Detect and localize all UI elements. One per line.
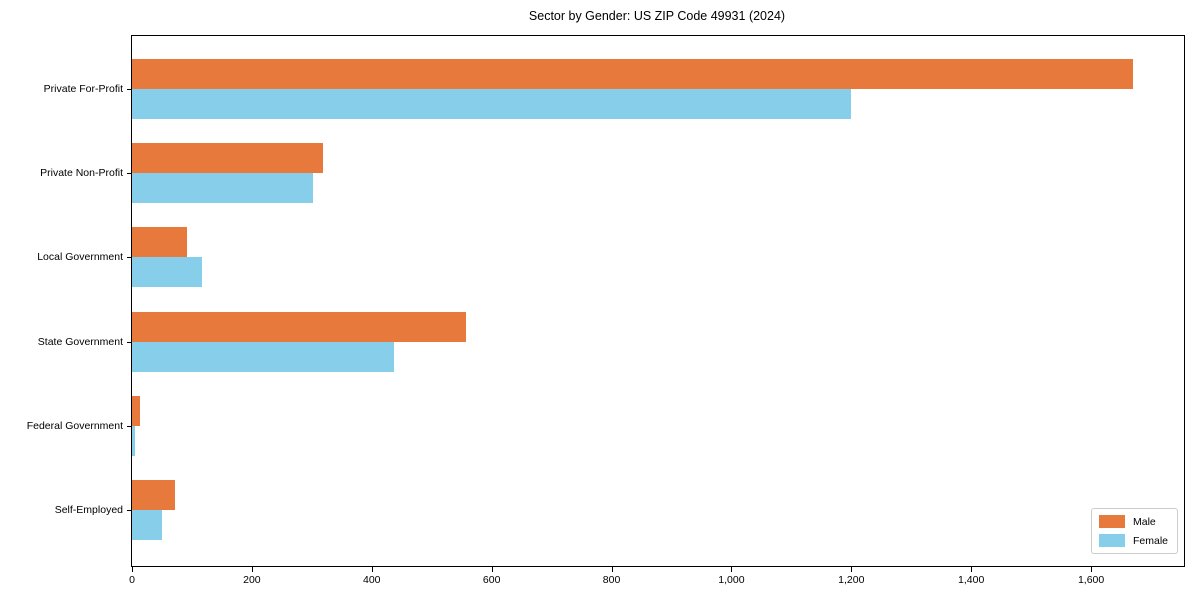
chart-title: Sector by Gender: US ZIP Code 49931 (202…: [528, 9, 786, 23]
y-tick-mark: [127, 425, 131, 427]
plot-area: Male Female 0 200 400 600 800 1,000 1,200 1,400…: [27, 35, 1185, 586]
x-tick-mark: [971, 567, 973, 572]
x-tick-mark: [1091, 567, 1093, 572]
y-category-label-state-government: State Government: [37, 335, 123, 348]
bar-female-private-non-profit: [132, 173, 314, 204]
y-tick-mark: [127, 341, 131, 343]
x-tick-label: 200: [243, 574, 261, 586]
y-category-label-local-government: Local Government: [37, 251, 123, 264]
legend-label-male: Male: [1132, 515, 1156, 528]
x-tick-mark: [611, 567, 613, 572]
bar-female-federal-government: [132, 425, 135, 456]
legend: Male Female: [1090, 508, 1178, 554]
legend-swatch-male-icon: [1098, 515, 1125, 528]
x-tick-label: 1,000: [718, 574, 745, 586]
bar-male-local-government: [132, 227, 188, 258]
x-tick-label: 400: [363, 574, 381, 586]
bar-female-local-government: [132, 257, 203, 288]
y-tick-mark: [127, 89, 131, 90]
y-tick-mark: [127, 510, 131, 511]
x-tick-label: 1,400: [958, 574, 985, 586]
bar-female-private-for-profit: [132, 89, 852, 119]
legend-label-female: Female: [1132, 534, 1168, 547]
x-tick-mark: [251, 567, 253, 572]
bar-female-state-government: [132, 341, 394, 372]
bar-male-state-government: [132, 311, 467, 342]
legend-swatch-female-icon: [1098, 534, 1125, 547]
y-category-label-private-for-profit: Private For-Profit: [43, 83, 123, 95]
legend-item-male: Male: [1098, 515, 1168, 528]
y-category-label-federal-government: Federal Government: [26, 419, 123, 432]
y-tick-mark: [127, 173, 131, 175]
x-tick-mark: [132, 567, 133, 572]
y-category-label-self-employed: Self-Employed: [54, 504, 123, 516]
x-tick-mark: [851, 567, 853, 572]
x-tick-label: 1,600: [1077, 574, 1105, 586]
legend-item-female: Female: [1098, 534, 1168, 547]
x-tick-label: 800: [602, 574, 621, 586]
x-tick-label: 1,200: [838, 574, 865, 586]
y-tick-mark: [127, 257, 131, 259]
x-tick-mark: [731, 567, 733, 572]
x-tick-mark: [491, 567, 493, 572]
bar-female-self-employed: [132, 510, 162, 540]
bar-male-federal-government: [132, 395, 140, 426]
bar-male-private-non-profit: [132, 143, 323, 174]
x-tick-mark: [371, 567, 373, 572]
bar-male-private-for-profit: [132, 59, 1134, 89]
x-tick-label: 600: [482, 574, 501, 586]
y-category-label-private-non-profit: Private Non-Profit: [40, 167, 123, 180]
bar-male-self-employed: [132, 480, 176, 510]
x-tick-label: 0: [129, 574, 135, 586]
